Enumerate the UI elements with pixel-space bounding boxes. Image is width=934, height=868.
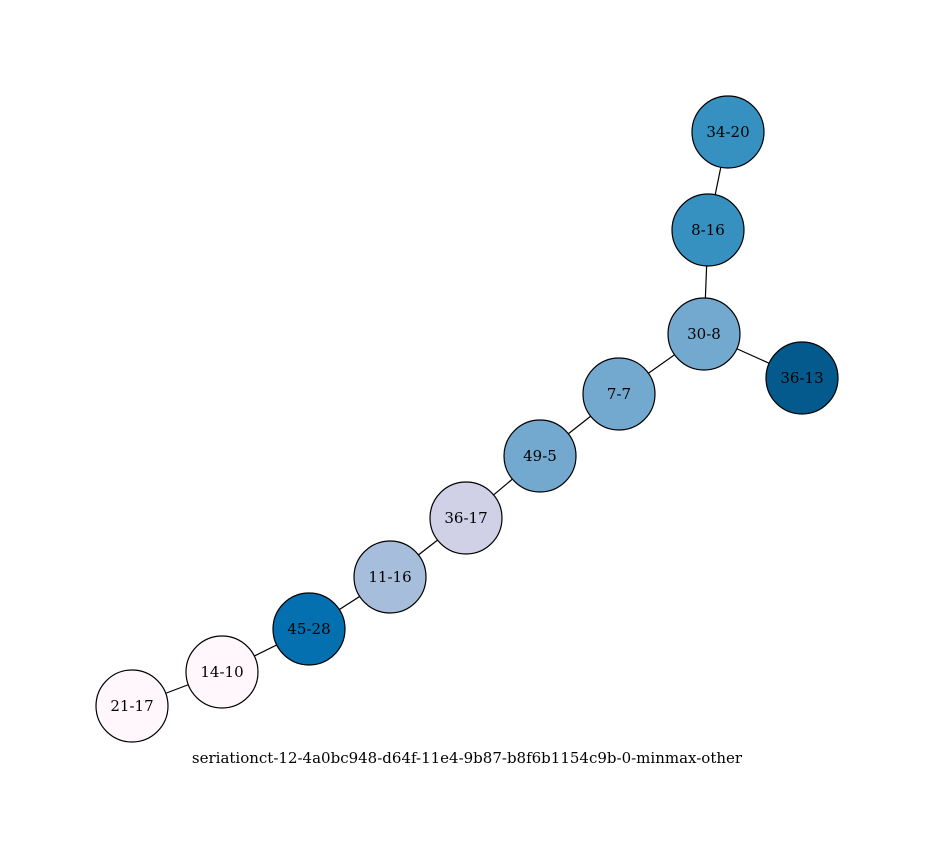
node-label-36-17: 36-17 (444, 509, 487, 527)
node-36-13: 36-13 (765, 341, 839, 415)
node-label-14-10: 14-10 (200, 663, 243, 681)
node-label-36-13: 36-13 (780, 369, 823, 387)
node-circle-36-17 (429, 481, 503, 555)
node-label-7-7: 7-7 (607, 385, 631, 403)
node-circle-21-17 (95, 669, 169, 743)
node-circle-36-13 (765, 341, 839, 415)
node-circle-8-16 (671, 193, 745, 267)
node-label-11-16: 11-16 (368, 568, 411, 586)
node-circle-34-20 (691, 95, 765, 169)
node-circle-11-16 (353, 540, 427, 614)
graph-caption: seriationct-12-4a0bc948-d64f-11e4-9b87-b… (192, 749, 743, 767)
node-11-16: 11-16 (353, 540, 427, 614)
node-circle-30-8 (667, 297, 741, 371)
node-circle-14-10 (185, 635, 259, 709)
node-label-21-17: 21-17 (110, 697, 153, 715)
node-8-16: 8-16 (671, 193, 745, 267)
node-49-5: 49-5 (503, 419, 577, 493)
node-label-45-28: 45-28 (287, 620, 330, 638)
node-34-20: 34-20 (691, 95, 765, 169)
node-14-10: 14-10 (185, 635, 259, 709)
node-circle-49-5 (503, 419, 577, 493)
node-45-28: 45-28 (272, 592, 346, 666)
node-label-34-20: 34-20 (706, 123, 749, 141)
node-label-30-8: 30-8 (687, 325, 721, 343)
node-label-49-5: 49-5 (523, 447, 557, 465)
node-21-17: 21-17 (95, 669, 169, 743)
node-7-7: 7-7 (582, 357, 656, 431)
node-30-8: 30-8 (667, 297, 741, 371)
node-36-17: 36-17 (429, 481, 503, 555)
node-circle-7-7 (582, 357, 656, 431)
node-circle-45-28 (272, 592, 346, 666)
nodes-layer: 34-20 8-16 30-8 36-13 7-7 49-5 36-17 11-16 45-28… (95, 95, 839, 743)
node-label-8-16: 8-16 (691, 221, 725, 239)
